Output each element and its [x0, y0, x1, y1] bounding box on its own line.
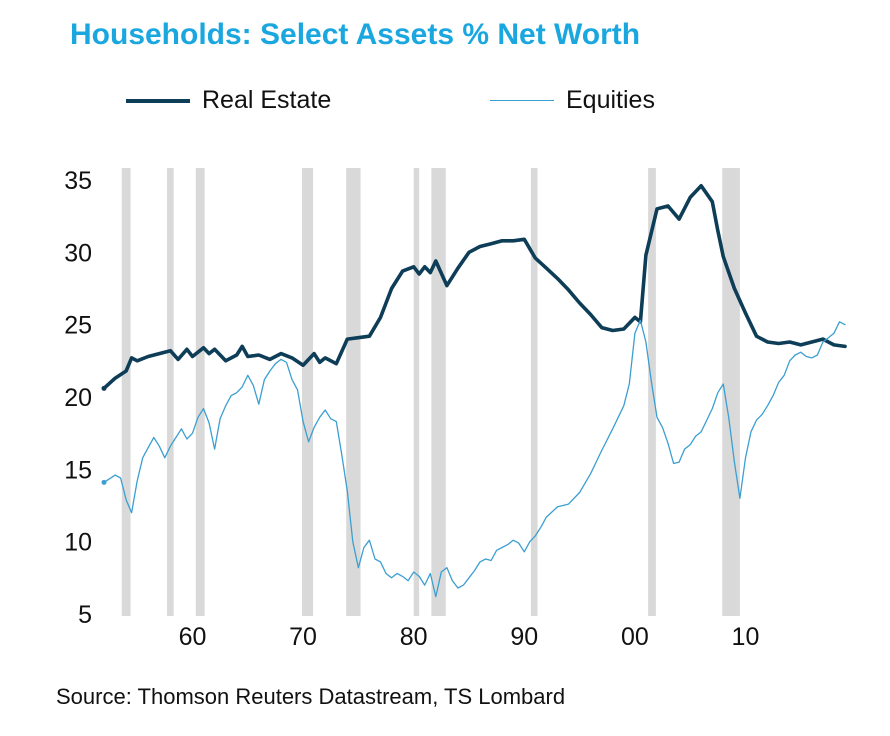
series-line-real-estate: [102, 184, 847, 391]
x-tick-label: 90: [510, 623, 538, 651]
series-lines: [101, 184, 847, 598]
y-tick-label: 10: [64, 529, 92, 557]
x-tick-label: 70: [289, 623, 317, 651]
legend-swatch-real-estate: [126, 98, 190, 103]
legend-label-equities: Equities: [566, 86, 655, 114]
legend-swatch-equities: [490, 100, 554, 101]
recession-band-1: [167, 168, 174, 616]
x-axis-ticks: 60 70 80 90 00 10: [179, 623, 760, 651]
recession-band-8: [648, 168, 656, 616]
y-tick-label: 35: [64, 167, 92, 195]
y-axis-ticks: 5 10 15 20 25 30 35: [64, 167, 92, 629]
y-tick-label: 25: [64, 312, 92, 340]
recession-band-0: [121, 168, 131, 616]
recession-band-7: [530, 168, 538, 616]
legend-item-real-estate: Real Estate: [126, 86, 331, 115]
recession-bands: [121, 168, 740, 616]
x-tick-label: 00: [621, 623, 649, 651]
recession-band-3: [301, 168, 314, 616]
x-tick-label: 60: [179, 623, 207, 651]
recession-band-6: [431, 168, 446, 616]
x-tick-label: 10: [732, 623, 760, 651]
chart-title: Households: Select Assets % Net Worth: [70, 18, 641, 51]
legend-label-real-estate: Real Estate: [202, 86, 332, 114]
x-tick-label: 80: [400, 623, 428, 651]
y-tick-label: 15: [64, 456, 92, 484]
recession-band-9: [722, 168, 740, 616]
y-tick-label: 20: [64, 384, 92, 412]
y-tick-label: 5: [78, 601, 92, 629]
series-line-equities: [103, 319, 846, 598]
source-note: Source: Thomson Reuters Datastream, TS L…: [56, 684, 566, 709]
series-start-point-real-estate: [101, 385, 107, 391]
recession-band-4: [346, 168, 361, 616]
recession-band-2: [195, 168, 205, 616]
legend-item-equities: Equities: [490, 86, 655, 115]
recession-band-5: [413, 168, 420, 616]
y-tick-label: 30: [64, 239, 92, 267]
series-start-point-equities: [101, 479, 107, 485]
